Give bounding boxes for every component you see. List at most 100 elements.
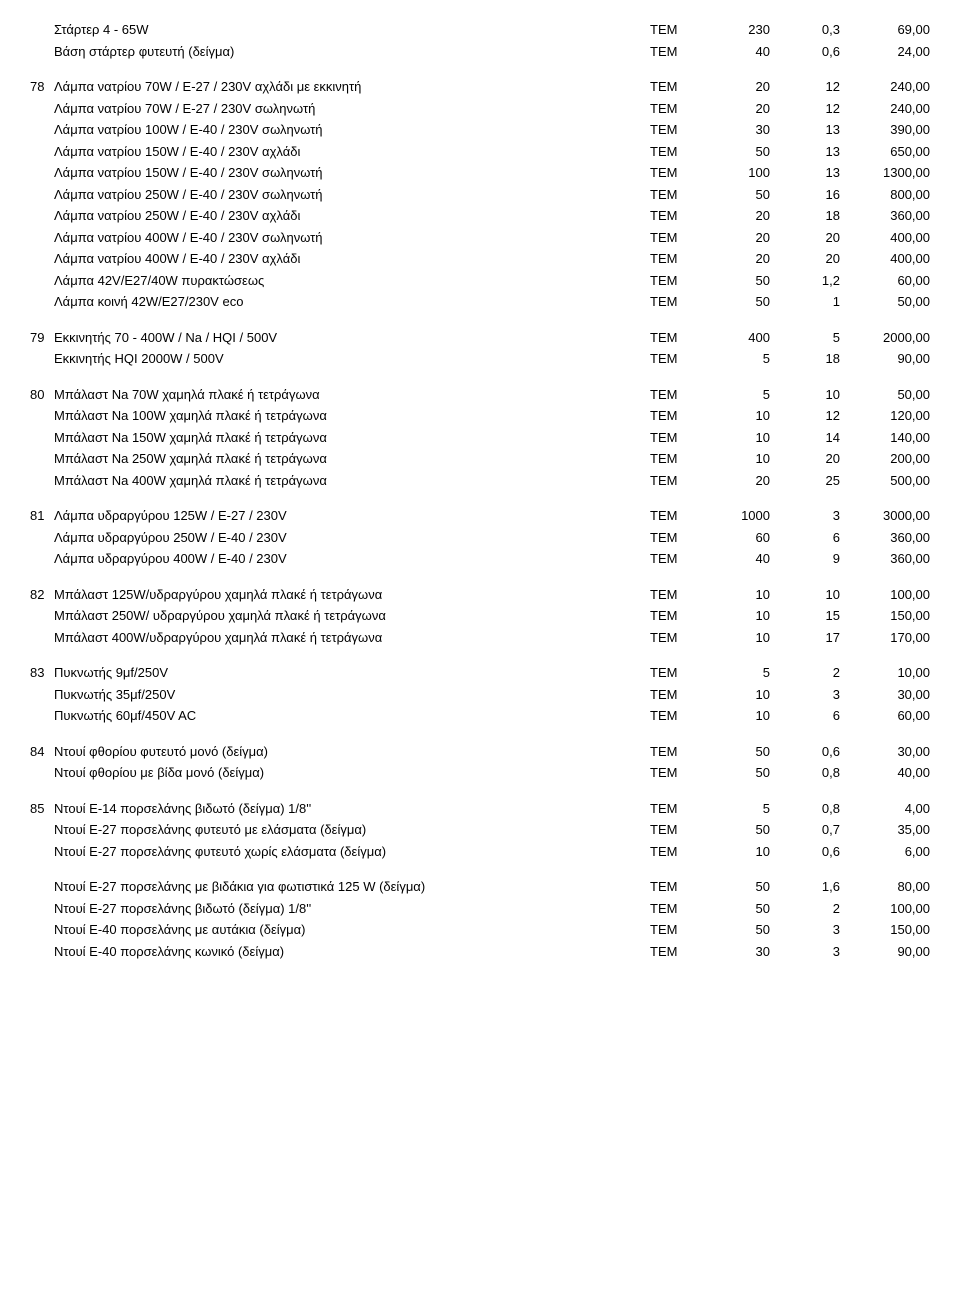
item-description: Ντουί Ε-14 πορσελάνης βιδωτό (δείγμα) 1/… [54,799,650,819]
item-unitprice: 12 [770,406,840,426]
item-quantity: 20 [700,471,770,491]
item-total: 50,00 [840,385,930,405]
item-unit: ΤΕΜ [650,271,700,291]
item-quantity: 50 [700,292,770,312]
item-quantity: 60 [700,528,770,548]
item-description: Μπάλαστ 400W/υδραργύρου χαμηλά πλακέ ή τ… [54,628,650,648]
item-unit: ΤΕΜ [650,20,700,40]
item-unit: ΤΕΜ [650,942,700,962]
item-unitprice: 0,8 [770,763,840,783]
table-row: Λάμπα υδραργύρου 250W / Ε-40 / 230VΤΕΜ60… [30,528,930,548]
item-unitprice: 13 [770,120,840,140]
item-total: 6,00 [840,842,930,862]
item-quantity: 20 [700,99,770,119]
item-quantity: 100 [700,163,770,183]
item-quantity: 10 [700,585,770,605]
item-unitprice: 1,2 [770,271,840,291]
item-total: 150,00 [840,920,930,940]
item-unitprice: 3 [770,942,840,962]
table-row: Ντουί Ε-27 πορσελάνης βιδωτό (δείγμα) 1/… [30,899,930,919]
item-total: 500,00 [840,471,930,491]
table-row: Λάμπα κοινή 42W/Ε27/230V ecoΤΕΜ50150,00 [30,292,930,312]
item-quantity: 40 [700,549,770,569]
item-total: 30,00 [840,742,930,762]
item-quantity: 30 [700,942,770,962]
item-unitprice: 20 [770,449,840,469]
item-unitprice: 0,7 [770,820,840,840]
item-description: Βάση στάρτερ φυτευτή (δείγμα) [54,42,650,62]
item-quantity: 5 [700,385,770,405]
item-unit: ΤΕΜ [650,349,700,369]
item-unitprice: 5 [770,328,840,348]
item-description: Μπάλαστ Na 70W χαμηλά πλακέ ή τετράγωνα [54,385,650,405]
item-description: Μπάλαστ 250W/ υδραργύρου χαμηλά πλακέ ή … [54,606,650,626]
table-row: Μπάλαστ Na 250W χαμηλά πλακέ ή τετράγωνα… [30,449,930,469]
item-description: Ντουί φθορίου φυτευτό μονό (δείγμα) [54,742,650,762]
item-total: 24,00 [840,42,930,62]
item-quantity: 10 [700,406,770,426]
item-total: 150,00 [840,606,930,626]
group-number: 83 [30,663,54,683]
item-total: 240,00 [840,77,930,97]
table-row: Λάμπα 42V/Ε27/40W πυρακτώσεωςΤΕΜ501,260,… [30,271,930,291]
item-description: Λάμπα υδραργύρου 250W / Ε-40 / 230V [54,528,650,548]
table-row: Πυκνωτής 60μf/450V ACΤΕΜ10660,00 [30,706,930,726]
item-quantity: 400 [700,328,770,348]
item-unit: ΤΕΜ [650,385,700,405]
table-row: 83Πυκνωτής 9μf/250VΤΕΜ5210,00 [30,663,930,683]
table-row: 81Λάμπα υδραργύρου 125W / Ε-27 / 230VΤΕΜ… [30,506,930,526]
item-description: Λάμπα νατρίου 70W / Ε-27 / 230V σωληνωτή [54,99,650,119]
item-unit: ΤΕΜ [650,163,700,183]
group-number: 78 [30,77,54,97]
group-number: 85 [30,799,54,819]
item-description: Μπάλαστ Na 150W χαμηλά πλακέ ή τετράγωνα [54,428,650,448]
item-unitprice: 17 [770,628,840,648]
item-unit: ΤΕΜ [650,449,700,469]
item-unit: ΤΕΜ [650,228,700,248]
item-unitprice: 0,3 [770,20,840,40]
item-description: Λάμπα κοινή 42W/Ε27/230V eco [54,292,650,312]
item-description: Μπάλαστ 125W/υδραργύρου χαμηλά πλακέ ή τ… [54,585,650,605]
table-row: Λάμπα νατρίου 150W / Ε-40 / 230V αχλάδιΤ… [30,142,930,162]
item-total: 200,00 [840,449,930,469]
item-unitprice: 9 [770,549,840,569]
item-quantity: 20 [700,77,770,97]
item-quantity: 30 [700,120,770,140]
item-total: 60,00 [840,706,930,726]
item-total: 50,00 [840,292,930,312]
table-row: Λάμπα νατρίου 150W / Ε-40 / 230V σωληνωτ… [30,163,930,183]
item-unitprice: 13 [770,163,840,183]
item-unitprice: 0,8 [770,799,840,819]
item-quantity: 10 [700,685,770,705]
item-total: 60,00 [840,271,930,291]
item-description: Μπάλαστ Na 400W χαμηλά πλακέ ή τετράγωνα [54,471,650,491]
group-number: 84 [30,742,54,762]
item-description: Ντουί Ε-27 πορσελάνης βιδωτό (δείγμα) 1/… [54,899,650,919]
item-quantity: 50 [700,142,770,162]
group-number: 79 [30,328,54,348]
item-quantity: 230 [700,20,770,40]
item-description: Ντουί φθορίου με βίδα μονό (δείγμα) [54,763,650,783]
item-unitprice: 18 [770,349,840,369]
item-total: 10,00 [840,663,930,683]
item-description: Ντουί Ε-27 πορσελάνης φυτευτό χωρίς ελάσ… [54,842,650,862]
item-total: 3000,00 [840,506,930,526]
table-row: Ντουί Ε-27 πορσελάνης φυτευτό με ελάσματ… [30,820,930,840]
item-unitprice: 2 [770,663,840,683]
item-total: 4,00 [840,799,930,819]
item-description: Ντουί Ε-27 πορσελάνης φυτευτό με ελάσματ… [54,820,650,840]
item-total: 400,00 [840,228,930,248]
item-unit: ΤΕΜ [650,763,700,783]
item-unit: ΤΕΜ [650,877,700,897]
item-unit: ΤΕΜ [650,742,700,762]
item-total: 2000,00 [840,328,930,348]
item-unit: ΤΕΜ [650,549,700,569]
table-row: Λάμπα νατρίου 400W / Ε-40 / 230V αχλάδιΤ… [30,249,930,269]
item-quantity: 20 [700,206,770,226]
group-number: 80 [30,385,54,405]
item-unitprice: 3 [770,506,840,526]
item-unitprice: 0,6 [770,842,840,862]
item-unitprice: 1 [770,292,840,312]
table-row: Βάση στάρτερ φυτευτή (δείγμα)ΤΕΜ400,624,… [30,42,930,62]
item-quantity: 1000 [700,506,770,526]
